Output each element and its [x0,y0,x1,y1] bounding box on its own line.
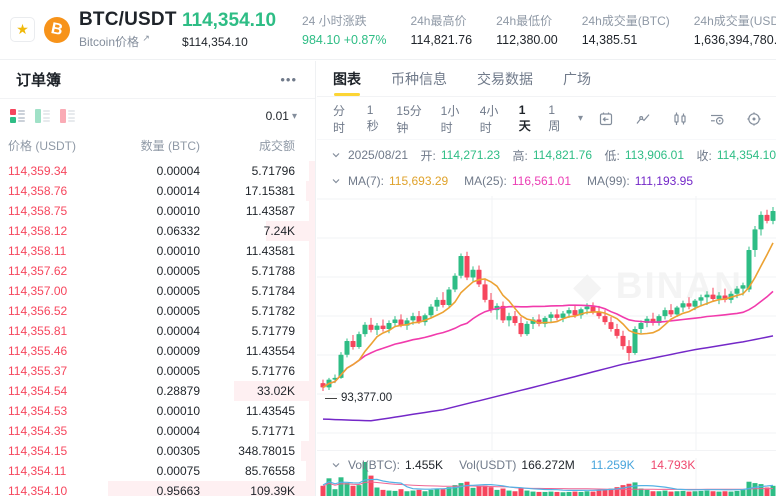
orderbook-row[interactable]: 114,358.11 0.00010 11.43581 [0,241,315,261]
ohlc-low: 113,906.01 [624,148,685,162]
volume-chart[interactable] [317,458,776,496]
header-stat: 24h成交量(USDT)1,636,394,780.74 [693,14,776,47]
tab-图表[interactable]: 图表 [333,61,361,96]
orderbook-row[interactable]: 114,354.11 0.00075 85.76558 [0,461,315,481]
ma99-value: 111,193.95 [634,174,693,188]
orderbook-row[interactable]: 114,354.35 0.00004 5.71771 [0,421,315,441]
external-link-icon: ↗ [142,33,150,43]
star-icon: ★ [16,21,29,37]
timeframe-1天[interactable]: 1天 [518,103,531,133]
favorite-button[interactable]: ★ [10,17,35,42]
symbol-header: ★ B BTC/USDT Bitcoin价格 ↗ 114,354.10 $114… [0,0,776,60]
orderbook-row[interactable]: 114,355.81 0.00004 5.71779 [0,321,315,341]
timeframe-more-icon[interactable]: ▾ [577,113,583,124]
tab-币种信息[interactable]: 币种信息 [391,70,447,87]
pane-divider [317,450,776,451]
orderbook-row[interactable]: 114,354.10 0.95663 109.39K [0,481,315,496]
last-price: 114,354.10 [182,10,277,31]
vol-ma2-value: 14.793K [650,458,696,472]
orderbook-row[interactable]: 114,357.62 0.00005 5.71788 [0,261,315,281]
orderbook-row[interactable]: 114,355.46 0.00009 11.43554 [0,341,315,361]
ohlc-open: 114,271.23 [440,148,501,162]
chart-settings-icon[interactable] [746,111,762,127]
orderbook-row[interactable]: 114,354.15 0.00305 348.78015 [0,441,315,461]
timeframe-toolbar: 分时 1秒 15分钟 1小时 4小时 1天 1周 ▾ [317,98,776,140]
header-stats: 24 小时涨跌 984.10 +0.87% 24h最高价 114,821.76 24h最… [302,12,776,47]
orderbook-row[interactable]: 114,357.00 0.00005 5.71784 [0,281,315,301]
orderbook-title: 订单簿 [16,72,62,89]
vol-usdt-value: 166.272M [521,458,575,472]
vol-ma1-value: 11.259K [590,458,635,472]
timeframe-15分钟[interactable]: 15分钟 [396,103,422,135]
volume-readout: Vol(BTC): 1.455K Vol(USDT) 166.272M 11.259… [331,455,776,475]
orderbook-view-both-icon[interactable] [10,109,25,123]
ohlc-close: 114,354.10 [716,148,776,162]
btc-logo-icon: B [44,16,70,43]
more-options-icon[interactable]: ••• [280,72,297,87]
orderbook-row[interactable]: 114,358.12 0.06332 7.24K [0,221,315,241]
orderbook-view-bids-icon[interactable] [35,109,50,123]
header-stat: 24h成交量(BTC) 14,385.51 [581,14,670,47]
line-style-icon[interactable] [635,111,651,127]
tab-广场[interactable]: 广场 [563,70,591,87]
orderbook-row[interactable]: 114,358.75 0.00010 11.43587 [0,201,315,221]
orderbook-row[interactable]: 114,354.54 0.28879 33.02K [0,381,315,401]
indicators-icon[interactable] [709,111,725,127]
ohlc-readout: 2025/08/21 开: 114,271.23 高: 114,821.76 低: 1… [331,145,776,165]
ma7-value: 115,693.29 [389,174,449,188]
tab-交易数据[interactable]: 交易数据 [477,70,533,87]
orderbook-asks: 114,359.34 0.00004 5.71796 114,358.76 0.0001… [0,161,315,496]
orderbook-row[interactable]: 114,355.37 0.00005 5.71776 [0,361,315,381]
orderbook-row[interactable]: 114,354.53 0.00010 11.43545 [0,401,315,421]
precision-dropdown[interactable]: 0.01 ▾ [265,109,297,123]
header-stat: 24h最高价 114,821.76 [410,14,473,47]
symbol-title: BTC/USDT [79,9,177,30]
binance-watermark: ◆ BINAN [573,265,743,306]
low-price-annotation: 93,377.00 [325,392,392,404]
orderbook-row[interactable]: 114,356.52 0.00005 5.71782 [0,301,315,321]
ohlc-high: 114,821.76 [532,148,593,162]
ma25-value: 116,561.01 [511,174,572,188]
header-stat: 24h最低价 112,380.00 [496,14,558,47]
jump-to-date-icon[interactable] [598,111,614,127]
usd-price: $114,354.10 [182,35,248,49]
collapse-ma-icon[interactable] [331,176,341,186]
collapse-volume-icon[interactable] [331,460,341,470]
vol-btc-value: 1.455K [405,458,444,472]
candlestick-style-icon[interactable] [672,111,688,127]
chart-tabs: 图表 币种信息 交易数据 广场 [317,61,776,97]
coin-price-link[interactable]: Bitcoin价格 ↗ [79,33,150,49]
timeframe-1秒[interactable]: 1秒 [366,103,379,133]
orderbook-column-headers: 价格 (USDT) 数量 (BTC) 成交额 [8,138,295,153]
orderbook-row[interactable]: 114,358.76 0.00014 17.15381 [0,181,315,201]
orderbook-panel: 订单簿 ••• 0.01 ▾ [0,61,316,496]
ohlc-date: 2025/08/21 [348,148,409,162]
timeframe-1周[interactable]: 1周 [548,103,561,133]
chart-panel: 图表 币种信息 交易数据 广场 分时 1秒 15分钟 1小时 4小时 1天 1周 ▾ [317,61,776,496]
orderbook-view-asks-icon[interactable] [60,109,75,123]
candlestick-chart[interactable] [317,196,776,450]
header-stat: 24 小时涨跌 984.10 +0.87% [302,14,387,47]
timeframe-4小时[interactable]: 4小时 [479,103,499,135]
ma-readout: MA(7): 115,693.29 MA(25): 116,561.01 MA(99… [331,171,776,191]
timeframe-分时[interactable]: 分时 [333,103,346,135]
timeframe-1小时[interactable]: 1小时 [440,103,460,135]
orderbook-row[interactable]: 114,359.34 0.00004 5.71796 [0,161,315,181]
chevron-down-icon: ▾ [291,110,297,122]
collapse-ohlc-icon[interactable] [331,150,341,160]
